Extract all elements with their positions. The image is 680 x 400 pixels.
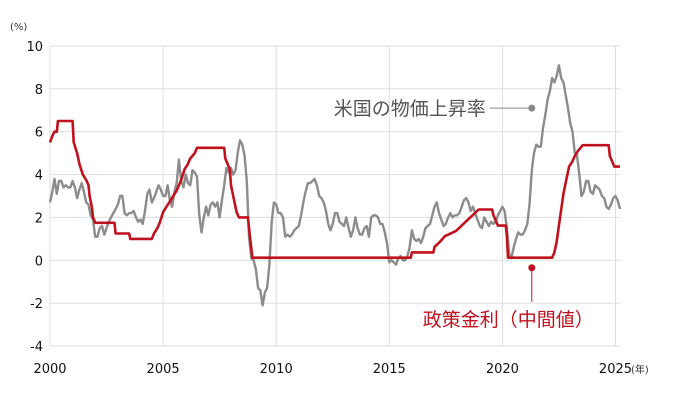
y-tick-label: 4 [35,169,43,184]
x-unit-label: (年) [631,363,649,376]
y-tick-label: -2 [30,297,43,312]
x-tick-label: 2005 [147,362,180,377]
series-line-cpi [48,64,622,307]
y-tick-label: 10 [26,40,43,55]
rate-annotation-label: 政策金利（中間値） [423,309,594,331]
y-tick-label: 2 [35,211,43,226]
y-tick-label: 6 [35,126,43,141]
series-line-policy-rate [48,119,620,259]
cpi-annotation-label: 米国の物価上昇率 [334,98,486,120]
rate-callout-marker [528,264,536,272]
gridlines [49,45,620,347]
y-unit-label: (%) [10,22,27,33]
x-tick-label: 2010 [260,362,293,377]
y-tick-label: 0 [35,254,43,269]
x-tick-label: 2000 [33,362,66,377]
axis-ticks: -4 -2 0 2 4 6 8 10 2000 2005 2010 2015 2020 2025 [26,40,632,377]
x-tick-label: 2015 [373,362,406,377]
series-lines [48,64,622,307]
cpi-callout-marker [528,104,536,112]
x-tick-label: 2025 [599,362,632,377]
y-tick-label: -4 [30,340,43,355]
x-tick-label: 2020 [486,362,519,377]
y-tick-label: 8 [35,83,43,98]
